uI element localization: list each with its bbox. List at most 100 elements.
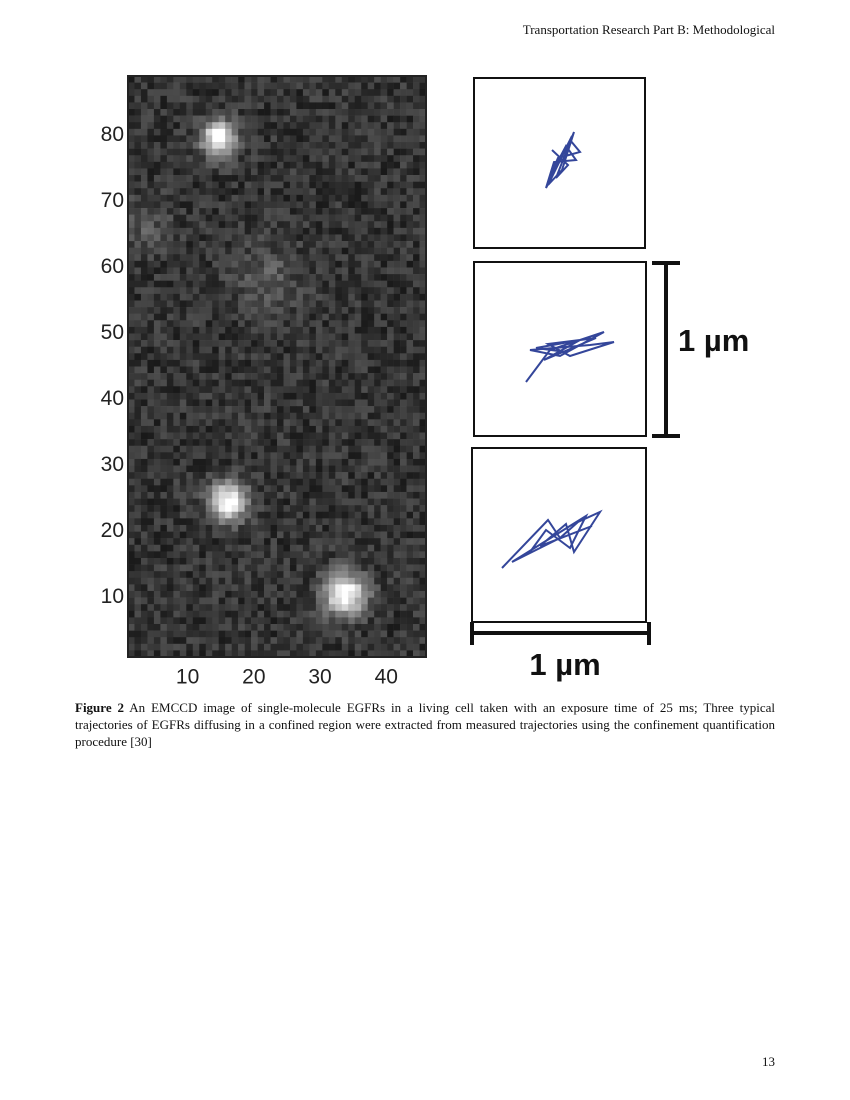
image-pixel: [225, 274, 232, 281]
image-pixel: [387, 181, 394, 189]
image-pixel: [289, 617, 297, 625]
image-pixel: [315, 406, 323, 414]
image-pixel: [322, 128, 330, 136]
image-pixel: [186, 584, 194, 592]
image-pixel: [341, 637, 349, 645]
image-pixel: [289, 359, 297, 367]
image-pixel: [128, 557, 135, 565]
image-pixel: [140, 181, 148, 189]
image-pixel: [244, 346, 252, 354]
image-pixel: [406, 234, 414, 242]
image-pixel: [283, 326, 291, 334]
image-pixel: [348, 161, 356, 169]
image-pixel: [251, 379, 258, 387]
image-pixel: [238, 359, 245, 367]
image-pixel: [302, 518, 310, 526]
image-pixel: [380, 498, 388, 506]
image-pixel: [315, 379, 323, 387]
image-pixel: [270, 155, 278, 163]
image-pixel: [419, 254, 427, 262]
image-pixel: [302, 168, 310, 176]
image-pixel: [315, 155, 323, 163]
image-pixel: [367, 379, 375, 387]
image-pixel: [354, 604, 362, 612]
image-pixel: [315, 293, 323, 301]
image-pixel: [173, 340, 181, 347]
image-pixel: [238, 293, 245, 301]
image-pixel: [296, 340, 304, 347]
image-pixel: [212, 538, 219, 546]
image-pixel: [315, 643, 323, 651]
image-pixel: [283, 208, 291, 215]
image-pixel: [341, 208, 349, 215]
image-pixel: [160, 584, 168, 592]
image-pixel: [387, 201, 394, 209]
image-pixel: [302, 208, 310, 215]
image-pixel: [296, 478, 304, 486]
image-pixel: [244, 280, 252, 288]
image-pixel: [192, 293, 200, 301]
image-pixel: [406, 142, 414, 149]
image-pixel: [277, 175, 284, 182]
image-pixel: [134, 353, 142, 361]
image-pixel: [361, 485, 368, 493]
image-pixel: [413, 307, 420, 314]
image-pixel: [244, 95, 252, 103]
image-pixel: [134, 604, 142, 612]
image-pixel: [374, 650, 381, 658]
image-pixel: [270, 637, 278, 645]
image-pixel: [406, 643, 414, 651]
image-pixel: [205, 293, 213, 301]
image-pixel: [374, 445, 381, 453]
image-pixel: [341, 102, 349, 110]
image-pixel: [199, 399, 207, 407]
image-pixel: [335, 280, 343, 288]
image-pixel: [264, 498, 271, 506]
image-pixel: [257, 194, 265, 202]
image-pixel: [413, 511, 420, 519]
image-pixel: [302, 76, 310, 83]
image-pixel: [212, 135, 219, 143]
image-pixel: [264, 373, 271, 380]
image-pixel: [322, 181, 330, 189]
image-pixel: [374, 419, 381, 427]
image-pixel: [140, 538, 148, 546]
image-pixel: [147, 122, 155, 130]
image-pixel: [257, 168, 265, 176]
image-pixel: [251, 234, 258, 242]
image-pixel: [218, 359, 226, 367]
image-pixel: [380, 419, 388, 427]
image-pixel: [199, 604, 207, 612]
image-pixel: [361, 293, 368, 301]
image-pixel: [322, 458, 330, 466]
image-pixel: [393, 254, 401, 262]
image-pixel: [283, 227, 291, 235]
image-pixel: [387, 518, 394, 526]
image-pixel: [328, 577, 336, 585]
image-pixel: [134, 76, 142, 83]
image-pixel: [270, 214, 278, 222]
image-pixel: [315, 227, 323, 235]
image-pixel: [419, 260, 427, 268]
image-pixel: [160, 300, 168, 308]
image-pixel: [160, 340, 168, 347]
image-pixel: [244, 135, 252, 143]
image-pixel: [160, 135, 168, 143]
image-pixel: [387, 392, 394, 400]
image-pixel: [341, 109, 349, 116]
image-pixel: [225, 452, 232, 460]
image-pixel: [179, 89, 187, 97]
image-pixel: [328, 392, 336, 400]
page-number: 13: [762, 1054, 775, 1069]
image-pixel: [264, 76, 271, 83]
image-pixel: [160, 439, 168, 447]
image-pixel: [387, 445, 394, 453]
image-pixel: [205, 181, 213, 189]
image-pixel: [348, 373, 356, 380]
image-pixel: [302, 201, 310, 209]
image-pixel: [212, 617, 219, 625]
image-pixel: [277, 425, 284, 433]
image-pixel: [393, 564, 401, 572]
image-pixel: [380, 610, 388, 618]
image-pixel: [348, 412, 356, 420]
